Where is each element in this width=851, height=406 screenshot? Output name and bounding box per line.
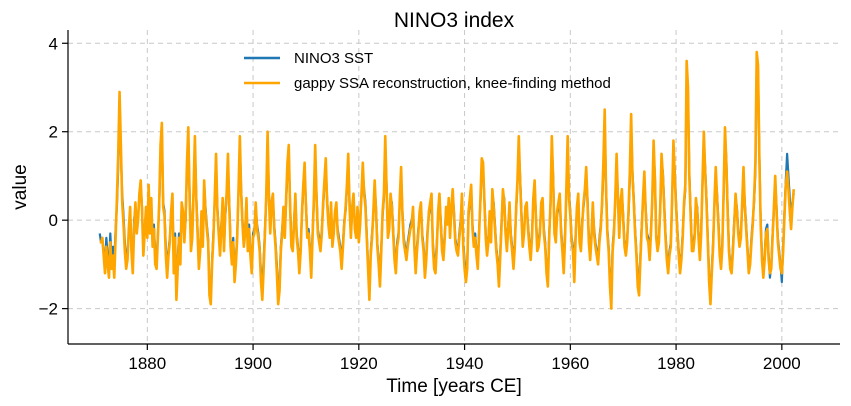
legend-label-nino3-sst: NINO3 SST [294, 50, 373, 67]
y-ticks: −2 0 2 4 [39, 34, 68, 319]
y-axis-label: value [10, 164, 31, 209]
y-tick-label: −2 [39, 300, 58, 319]
x-tick-label: 1940 [446, 354, 484, 373]
x-tick-label: 1920 [340, 354, 378, 373]
x-ticks: 1880 1900 1920 1940 1960 1980 2000 [128, 344, 801, 373]
x-tick-label: 1960 [551, 354, 589, 373]
x-tick-label: 1980 [657, 354, 695, 373]
y-tick-label: 2 [49, 123, 58, 142]
axes [67, 30, 840, 345]
gappy-ssa-reconstruction-line [99, 50, 796, 310]
chart-title: NINO3 index [394, 9, 515, 32]
legend: NINO3 SST gappy SSA reconstruction, knee… [244, 50, 611, 92]
x-tick-label: 1900 [234, 354, 272, 373]
y-tick-label: 4 [49, 34, 58, 53]
series-layer [98, 50, 796, 310]
x-tick-label: 1880 [128, 354, 166, 373]
x-axis-label: Time [years CE] [386, 376, 522, 397]
y-tick-label: 0 [49, 211, 58, 230]
x-tick-label: 2000 [763, 354, 801, 373]
legend-label-gappy-ssa: gappy SSA reconstruction, knee-finding m… [294, 75, 611, 92]
